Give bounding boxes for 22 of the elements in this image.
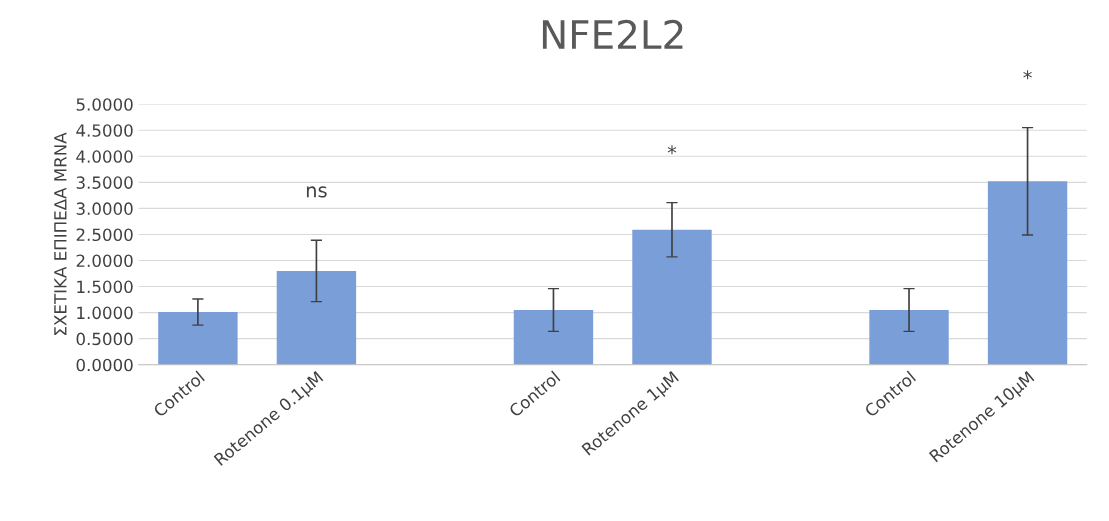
y-tick-label: 1.0000 bbox=[77, 306, 133, 320]
y-tick-label: 1.5000 bbox=[77, 280, 133, 294]
chart-title: NFE2L2 bbox=[542, 19, 683, 49]
y-tick-label: 4.5000 bbox=[76, 124, 133, 137]
y-tick-label: 2.5000 bbox=[76, 228, 133, 242]
text: * bbox=[1023, 70, 1032, 80]
y-tick-label: 3.5000 bbox=[76, 176, 133, 189]
y-tick-label: 3.0000 bbox=[76, 202, 133, 215]
y-tick-label: 0.0000 bbox=[76, 358, 133, 372]
bar bbox=[276, 270, 357, 365]
annotation: ns bbox=[306, 186, 327, 198]
bar bbox=[513, 310, 594, 365]
y-tick-label: 2.0000 bbox=[76, 254, 133, 268]
bar bbox=[632, 229, 712, 365]
bar bbox=[987, 181, 1068, 365]
annotation: * bbox=[667, 145, 677, 155]
bar bbox=[158, 312, 238, 365]
y-axis-title: ΣΧΕΤΙΚΑ ΕΠΙΠΕΔΑ MRNA bbox=[54, 132, 67, 335]
bar bbox=[869, 310, 949, 365]
y-tick-label: 0.5000 bbox=[76, 332, 133, 346]
y-tick-label: 4.0000 bbox=[76, 150, 133, 163]
y-tick-label: 5.0000 bbox=[76, 98, 133, 111]
